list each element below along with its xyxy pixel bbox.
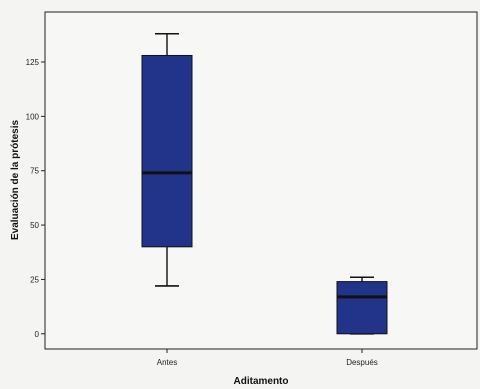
x-axis-title: Aditamento xyxy=(234,376,289,387)
plot-frame xyxy=(44,11,478,350)
x-tick-label: Después xyxy=(346,358,378,367)
y-tick-label: 75 xyxy=(30,167,39,176)
iqr-box xyxy=(141,54,193,248)
y-tick-label: 100 xyxy=(26,112,40,121)
boxes xyxy=(141,32,388,335)
y-axis-title: Evaluación de la prótesis xyxy=(10,120,21,240)
iqr-box xyxy=(336,281,388,335)
box-despus xyxy=(336,276,388,335)
y-tick-label: 50 xyxy=(30,221,39,230)
x-tick-label: Antes xyxy=(157,358,177,367)
x-axis: Antes Después xyxy=(157,349,378,367)
y-tick-label: 125 xyxy=(26,58,40,67)
y-tick-label: 25 xyxy=(30,275,39,284)
y-tick-label: 0 xyxy=(35,330,40,339)
y-axis: 0 25 50 75 100 125 xyxy=(26,58,45,339)
box-antes xyxy=(141,32,193,287)
